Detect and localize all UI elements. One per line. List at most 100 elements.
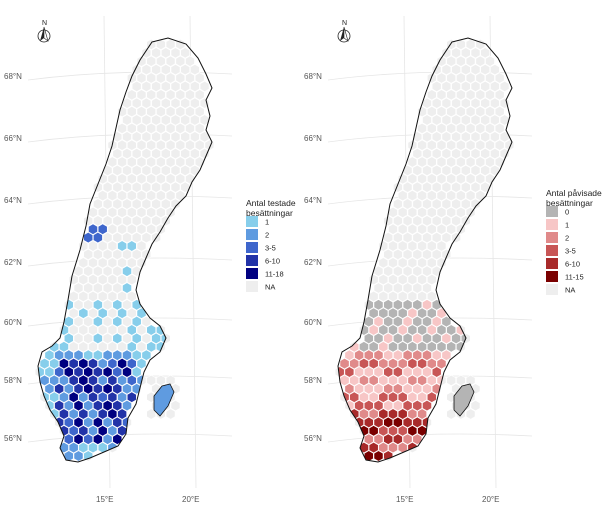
hex-cell: [102, 400, 113, 412]
hex-cell: [112, 416, 123, 428]
hex-cell: [397, 374, 408, 386]
hex-cell-na: [73, 265, 84, 277]
hex-cell: [64, 332, 74, 344]
hex-cell: [122, 265, 132, 277]
hex-cell: [383, 400, 393, 412]
hex-cell: [93, 366, 103, 378]
hex-cell: [388, 374, 398, 386]
hex-cell-na: [83, 215, 93, 227]
hex-cell: [422, 349, 432, 361]
hex-cell: [68, 374, 79, 386]
hex-cell-na: [131, 181, 142, 193]
hex-cell-na: [431, 148, 442, 160]
hex-cell: [354, 349, 364, 361]
hex-cell: [102, 416, 113, 428]
hex-cell: [427, 307, 437, 319]
hex-cell-na: [165, 38, 176, 50]
hex-cell-na: [470, 47, 481, 59]
latitude-label: 64°N: [4, 196, 22, 205]
hex-cell: [127, 391, 137, 403]
hex-cell-na: [465, 55, 476, 67]
hex-cell-na: [127, 190, 137, 202]
hex-cell: [78, 391, 89, 403]
hex-cell-na: [131, 97, 142, 109]
hex-cell-na: [456, 173, 466, 185]
hex-cell: [422, 332, 432, 344]
hex-cell: [64, 383, 74, 395]
hex-cell: [122, 383, 132, 395]
longitude-label: 20°E: [482, 495, 499, 504]
hex-cell-na: [461, 164, 471, 176]
hex-cell: [97, 358, 108, 370]
hex-cell-na: [180, 131, 190, 143]
hex-cell-na: [446, 122, 456, 134]
hex-cell-na: [461, 114, 471, 126]
hex-cell: [402, 366, 413, 378]
hex-cell-na: [107, 341, 118, 353]
hex-cell-na: [122, 164, 132, 176]
hex-cell-na: [88, 257, 98, 269]
hex-cell-na: [427, 240, 437, 252]
hex-cell: [388, 408, 398, 420]
hex-cell: [59, 341, 69, 353]
hex-cell-na: [480, 64, 490, 76]
latitude-label: 64°N: [304, 196, 322, 205]
hex-cell-na: [417, 240, 427, 252]
hex-cell-na: [465, 122, 476, 134]
hex-cell-na: [388, 206, 398, 218]
north-arrow-right: [343, 26, 349, 42]
hex-cell-na: [127, 307, 137, 319]
hex-cell-na: [180, 80, 190, 92]
hex-cell-na: [465, 206, 476, 218]
hex-cell: [364, 332, 374, 344]
hex-cell: [73, 433, 84, 445]
hex-cell-na: [446, 190, 456, 202]
hex-cell-na: [151, 164, 161, 176]
north-arrow-icon: N: [337, 20, 351, 43]
hex-cell-na: [78, 274, 89, 286]
hex-cell-na: [141, 47, 152, 59]
hex-cell-na: [146, 173, 156, 185]
hex-cell: [88, 374, 98, 386]
hex-cell-na: [368, 290, 379, 302]
hex-cell-na: [175, 122, 186, 134]
hex-cell-na: [397, 173, 408, 185]
hex-cell: [441, 332, 452, 344]
hex-cell-na: [141, 215, 152, 227]
hex-cell-na: [78, 240, 89, 252]
hex-cell: [78, 408, 89, 420]
hex-cell: [388, 391, 398, 403]
hex-cell: [97, 408, 108, 420]
hex-cell-na: [127, 72, 137, 84]
hex-cell-na: [151, 148, 161, 160]
hex-cell: [68, 391, 79, 403]
hex-cell: [93, 383, 103, 395]
hex-cell: [97, 425, 108, 437]
hex-cell-na: [127, 257, 137, 269]
hex-cell-na: [190, 148, 200, 160]
hex-cell: [59, 358, 69, 370]
latitude-label: 60°N: [4, 318, 22, 327]
hex-cell-na: [146, 156, 156, 168]
hex-cell: [402, 383, 413, 395]
hex-cell-na: [165, 190, 176, 202]
hex-cell-na: [451, 198, 461, 210]
hex-cell-na: [393, 282, 403, 294]
hex-cell-na: [122, 198, 132, 210]
latitude-label: 56°N: [4, 434, 22, 443]
hex-cell: [83, 349, 93, 361]
hex-cell: [131, 332, 142, 344]
hex-cell-na: [97, 341, 108, 353]
hex-cell-na: [141, 97, 152, 109]
hex-cell-na: [422, 232, 432, 244]
hex-cell: [73, 383, 84, 395]
hex-cell-na: [146, 72, 156, 84]
north-label: N: [342, 20, 347, 27]
hex-cell-na: [185, 72, 195, 84]
hex-cell-na: [388, 290, 398, 302]
map-panel-detected: 68°N66°N64°N62°N60°N58°N56°N 15°E 20°E N …: [304, 15, 602, 504]
hex-cell: [427, 374, 437, 386]
hex-cell: [64, 349, 74, 361]
hex-cell-na: [127, 274, 137, 286]
hex-cell-na: [427, 156, 437, 168]
